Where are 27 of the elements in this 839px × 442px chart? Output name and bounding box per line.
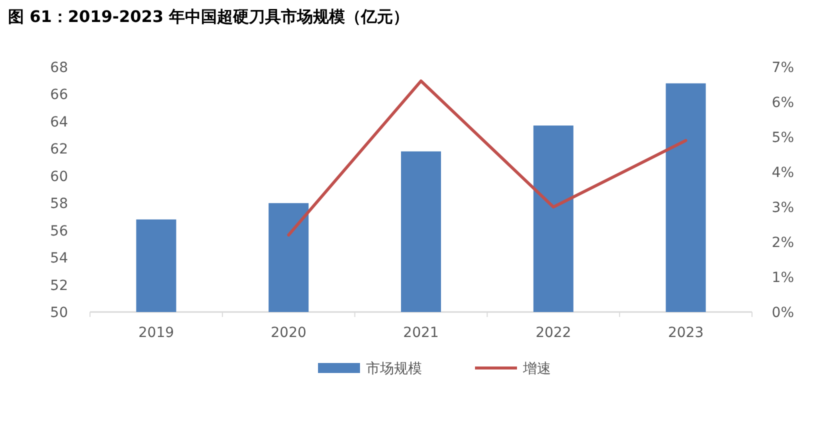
y2-tick-label: 2% xyxy=(772,235,794,251)
y-tick-label: 58 xyxy=(50,196,68,212)
y-tick-label: 50 xyxy=(50,305,68,321)
chart-title: 图 61：2019-2023 年中国超硬刀具市场规模（亿元） xyxy=(8,7,410,26)
x-tick-label: 2022 xyxy=(536,325,572,341)
x-tick-label: 2020 xyxy=(270,325,306,341)
y2-tick-label: 4% xyxy=(772,165,794,181)
y-tick-label: 56 xyxy=(50,223,68,240)
legend-label: 市场规模 xyxy=(366,361,422,377)
x-tick-label: 2021 xyxy=(403,325,439,341)
y2-tick-label: 1% xyxy=(772,270,794,286)
legend-label: 增速 xyxy=(522,361,551,377)
y-tick-label: 68 xyxy=(50,60,68,76)
y2-tick-label: 5% xyxy=(772,130,794,146)
y-tick-label: 52 xyxy=(50,278,68,294)
x-tick-label: 2019 xyxy=(138,325,174,341)
y2-tick-label: 0% xyxy=(772,305,794,321)
line-series xyxy=(287,80,688,236)
y2-tick-label: 3% xyxy=(772,200,794,216)
y-tick-label: 62 xyxy=(50,142,68,158)
x-tick-label: 2023 xyxy=(668,325,704,341)
y-tick-label: 54 xyxy=(50,250,68,267)
y2-tick-label: 7% xyxy=(772,60,794,76)
y2-tick-label: 6% xyxy=(772,95,794,111)
y-tick-label: 60 xyxy=(50,168,68,185)
y-tick-label: 66 xyxy=(50,87,68,104)
y-tick-label: 64 xyxy=(50,114,68,130)
